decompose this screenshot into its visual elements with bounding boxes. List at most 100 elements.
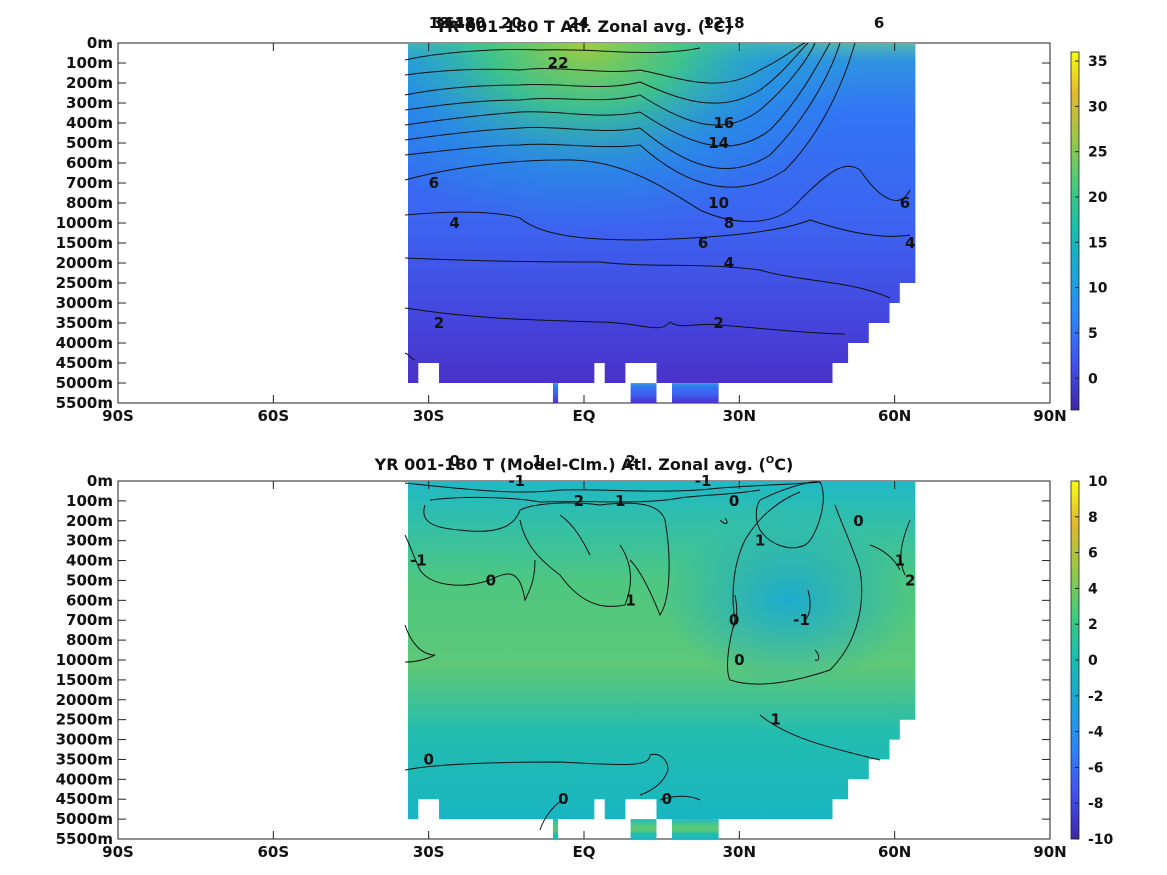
contour-label: 24: [568, 14, 589, 32]
y-tick-label: 600m: [66, 591, 113, 609]
y-tick-label: 2000m: [56, 691, 113, 709]
contour-label: 4: [449, 214, 459, 232]
contour-label: 0: [423, 750, 433, 768]
x-tick-label: 90S: [102, 843, 134, 861]
contour-label: 8: [465, 14, 475, 32]
contour-lines: [404, 42, 911, 361]
seafloor-gap: [656, 819, 667, 820]
colorbar-tick-label: 30: [1088, 99, 1108, 115]
contour-label: -1: [695, 472, 712, 490]
contour-label: 14: [708, 134, 729, 152]
y-tick-label: 2000m: [56, 254, 113, 272]
y-tick-label: 5000m: [56, 810, 113, 828]
contour-label: 1: [625, 591, 635, 609]
y-tick-label: 500m: [66, 134, 113, 152]
contour-label: 2: [434, 314, 444, 332]
seafloor-gap: [558, 383, 569, 384]
colorbar-tick-label: 0: [1088, 653, 1098, 669]
colorbar-tick-label: 20: [1088, 190, 1108, 206]
y-axis: 0m100m200m300m400m500m600m700m800m1000m1…: [56, 34, 1050, 412]
seafloor-gap: [656, 383, 667, 384]
seafloor-gap: [558, 819, 569, 820]
y-tick-label: 0m: [87, 34, 113, 52]
contour-label: 1: [532, 452, 542, 470]
contour-label: 4: [724, 254, 734, 272]
contour-label: 16: [713, 114, 734, 132]
y-tick-label: 4500m: [56, 354, 113, 372]
y-tick-label: 800m: [66, 631, 113, 649]
x-tick-label: 30S: [413, 843, 445, 861]
contour-label: 22: [548, 54, 569, 72]
y-tick-label: 700m: [66, 174, 113, 192]
y-tick-label: 600m: [66, 154, 113, 172]
y-tick-label: 100m: [66, 54, 113, 72]
y-tick-label: 1500m: [56, 671, 113, 689]
y-tick-label: 300m: [66, 94, 113, 112]
contour-label: 0: [558, 790, 568, 808]
contour-label: 6: [900, 194, 910, 212]
colorbar-ticks: 10 8 6 4 2 0 -2 -4 -6 -8 -10: [1075, 474, 1114, 848]
contour-label: 6: [874, 14, 884, 32]
colorbar: [1070, 51, 1080, 411]
seafloor-gap: [625, 363, 657, 384]
contour-label: -1: [793, 611, 810, 629]
contour-label: 16: [434, 14, 455, 32]
x-tick-label: 30S: [413, 407, 445, 425]
x-tick-label: 90N: [1033, 843, 1066, 861]
x-tick-label: EQ: [573, 407, 596, 425]
y-tick-label: 3000m: [56, 731, 113, 749]
contour-label: 0: [729, 611, 739, 629]
y-tick-label: 400m: [66, 114, 113, 132]
x-tick-label: 60S: [257, 843, 289, 861]
chart-title: YR 001-180 T Atl. Zonal avg. (OC): [434, 17, 732, 36]
y-tick-label: 500m: [66, 571, 113, 589]
colorbar-tick-label: 8: [1088, 510, 1098, 526]
y-tick-label: 200m: [66, 512, 113, 530]
colorbar-ticks: 35 30 25 20 15 10 5 0: [1075, 54, 1108, 387]
colorbar-tick-label: -10: [1088, 832, 1114, 848]
colorbar-tick-label: 15: [1088, 235, 1107, 251]
colorbar-tick-label: 4: [1088, 581, 1098, 597]
colorbar-tick-label: 0: [1088, 371, 1098, 387]
y-axis: 0m100m200m300m400m500m600m700m800m1000m1…: [56, 472, 1050, 848]
y-tick-label: 4500m: [56, 790, 113, 808]
colorbar-tick-label: 5: [1088, 326, 1098, 342]
x-axis: 90S 60S 30S EQ 30N 60N 90N: [102, 481, 1067, 861]
x-tick-label: 60N: [878, 843, 911, 861]
x-tick-label: EQ: [573, 843, 596, 861]
y-tick-label: 3500m: [56, 314, 113, 332]
contour-label: 20: [501, 14, 522, 32]
colorbar-tick-label: 10: [1088, 474, 1108, 490]
x-tick-label: 60N: [878, 407, 911, 425]
x-tick-label: 90S: [102, 407, 134, 425]
y-tick-label: 800m: [66, 194, 113, 212]
contour-label: 0: [662, 790, 672, 808]
y-tick-label: 4000m: [56, 770, 113, 788]
contour-label: 12: [454, 14, 475, 32]
contour-label: 14: [444, 14, 465, 32]
temperature-field: [408, 43, 916, 403]
colorbar-tick-label: 2: [1088, 617, 1098, 633]
contour-label: 4: [905, 234, 915, 252]
deep-trench: [552, 383, 559, 403]
y-tick-label: 1000m: [56, 214, 113, 232]
colorbar-tick-label: 25: [1088, 145, 1107, 161]
colorbar-tick-label: -8: [1088, 796, 1104, 812]
colorbar-tick-label: -6: [1088, 760, 1104, 776]
colorbar-tick-label: 10: [1088, 281, 1108, 297]
contour-label: 8: [724, 214, 734, 232]
chart-title: YR 001-180 T (Model-Clm.) Atl. Zonal avg…: [374, 455, 794, 474]
contour-label: 0: [449, 452, 459, 470]
contour-label: 12: [703, 14, 724, 32]
x-tick-label: 30N: [723, 407, 756, 425]
contour-label: -1: [410, 552, 427, 570]
deep-trench: [552, 819, 559, 839]
colorbar-tick-label: 6: [1088, 546, 1098, 562]
deep-trench: [630, 819, 657, 839]
contour-label: 0: [486, 571, 496, 589]
y-tick-label: 5500m: [56, 394, 113, 412]
colorbar-tick-label: -2: [1088, 689, 1104, 705]
seafloor-gap: [418, 799, 440, 820]
